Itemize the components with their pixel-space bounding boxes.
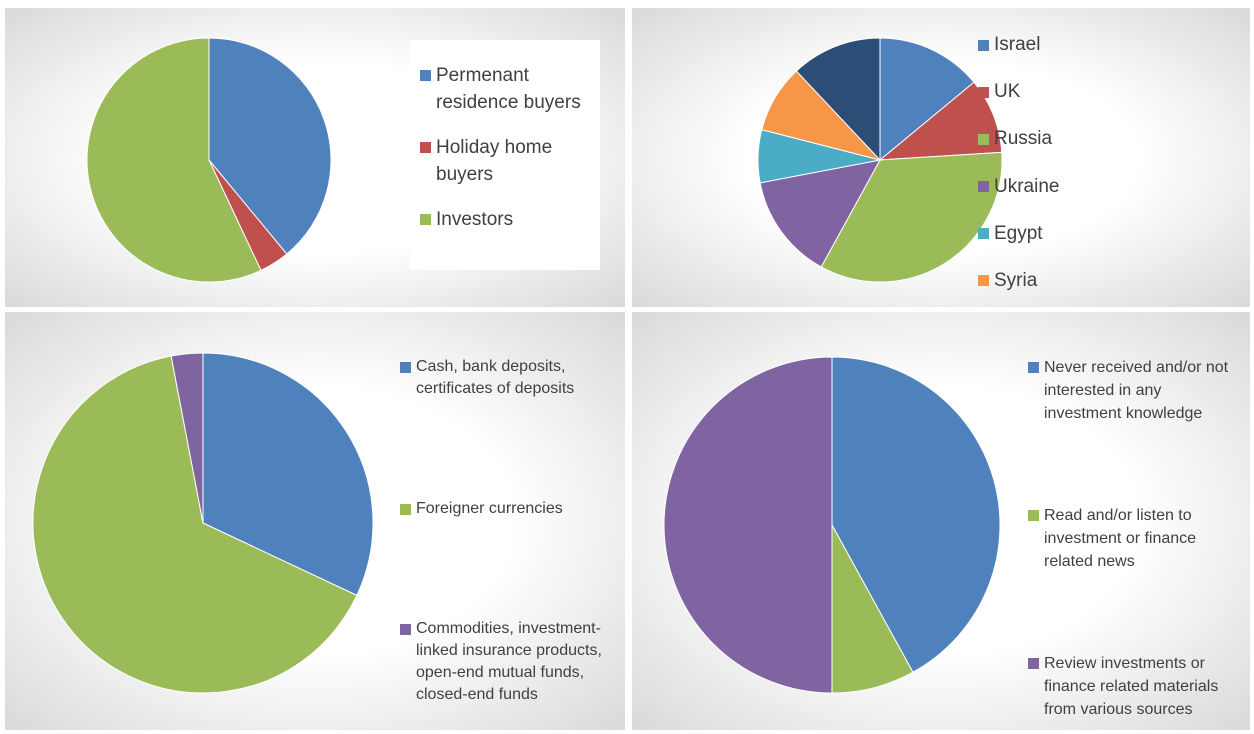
pie-slice — [795, 37, 881, 162]
legend-label: Israel — [994, 34, 1041, 55]
legend-item: Russia — [978, 127, 1108, 151]
legend-label: Review investments or finance related ma… — [1044, 655, 1219, 718]
legend-swatch — [400, 361, 411, 373]
legend-label: Never received and/or not interested in … — [1044, 359, 1229, 422]
legend-swatch — [978, 133, 989, 145]
legend: Israel UK Russia Ukraine Egypt Syria — [968, 33, 1118, 293]
pie-slice — [208, 37, 332, 255]
chart-panel: Israel UK Russia Ukraine Egypt Syria — [632, 8, 1250, 307]
legend-label: Investors — [436, 209, 514, 230]
pie-slice — [831, 356, 1001, 673]
legend-label: Permenant residence buyers — [436, 65, 581, 113]
legend: Permenant residence buyers Holiday home b… — [410, 40, 600, 270]
pie-slice — [202, 352, 374, 597]
legend-swatch — [400, 503, 411, 515]
pie — [663, 356, 1001, 694]
legend-item: Foreigner currencies — [400, 498, 615, 520]
legend-swatch — [1028, 362, 1039, 373]
legend-item: Syria — [978, 269, 1108, 293]
legend-item: Read and/or listen to investment or fina… — [1028, 504, 1233, 573]
legend-label: Ukraine — [994, 175, 1060, 197]
chart-panel: Cash, bank deposits, certificates of dep… — [5, 312, 625, 730]
legend-item: Egypt — [978, 222, 1108, 246]
pie — [86, 37, 332, 283]
legend-swatch — [400, 623, 411, 635]
legend-item: UK — [978, 80, 1108, 104]
legend-label: Holiday home buyers — [436, 137, 553, 185]
legend-item: Commodities, investment-linked insurance… — [400, 618, 615, 706]
legend-item: Investors — [420, 206, 590, 233]
legend-item: Review investments or finance related ma… — [1028, 652, 1233, 721]
pie — [757, 37, 1003, 283]
legend-label: Foreigner currencies — [416, 500, 563, 517]
pie-slice — [86, 37, 262, 283]
legend-label: Russia — [994, 128, 1053, 150]
pie-slice — [663, 356, 833, 694]
legend-swatch — [420, 214, 431, 225]
legend-item: Israel — [978, 33, 1108, 57]
legend-item: Never received and/or not interested in … — [1028, 356, 1233, 425]
pie — [32, 352, 374, 694]
legend-item: Ukraine — [978, 175, 1108, 199]
chart-panel: Never received and/or not interested in … — [632, 312, 1250, 730]
legend-swatch — [978, 86, 989, 98]
legend-swatch — [978, 181, 989, 193]
legend-swatch — [420, 142, 431, 153]
legend-swatch — [1028, 658, 1039, 669]
legend-label: Read and/or listen to investment or fina… — [1044, 507, 1197, 570]
legend-item: Permenant residence buyers — [420, 62, 590, 116]
legend-swatch — [1028, 510, 1039, 521]
chart-panel: Permenant residence buyers Holiday home b… — [5, 8, 625, 307]
legend: Never received and/or not interested in … — [1018, 356, 1243, 721]
pie-slice — [878, 81, 1003, 161]
legend-swatch — [978, 39, 989, 51]
pie-slice — [32, 355, 358, 694]
pie-slice — [759, 159, 881, 268]
legend-label: UK — [994, 81, 1021, 103]
legend-item: Holiday home buyers — [420, 134, 590, 188]
legend-swatch — [978, 275, 989, 287]
pie-slice — [170, 352, 204, 524]
legend-swatch — [420, 70, 431, 81]
legend-item: Cash, bank deposits, certificates of dep… — [400, 356, 615, 400]
legend-label: Commodities, investment-linked insurance… — [416, 620, 602, 703]
pie-slice — [879, 37, 975, 162]
legend-label: Syria — [994, 269, 1038, 291]
legend-swatch — [978, 228, 989, 240]
legend-label: Cash, bank deposits, certificates of dep… — [416, 358, 575, 397]
legend: Cash, bank deposits, certificates of dep… — [390, 356, 625, 706]
legend-label: Egypt — [994, 222, 1043, 244]
